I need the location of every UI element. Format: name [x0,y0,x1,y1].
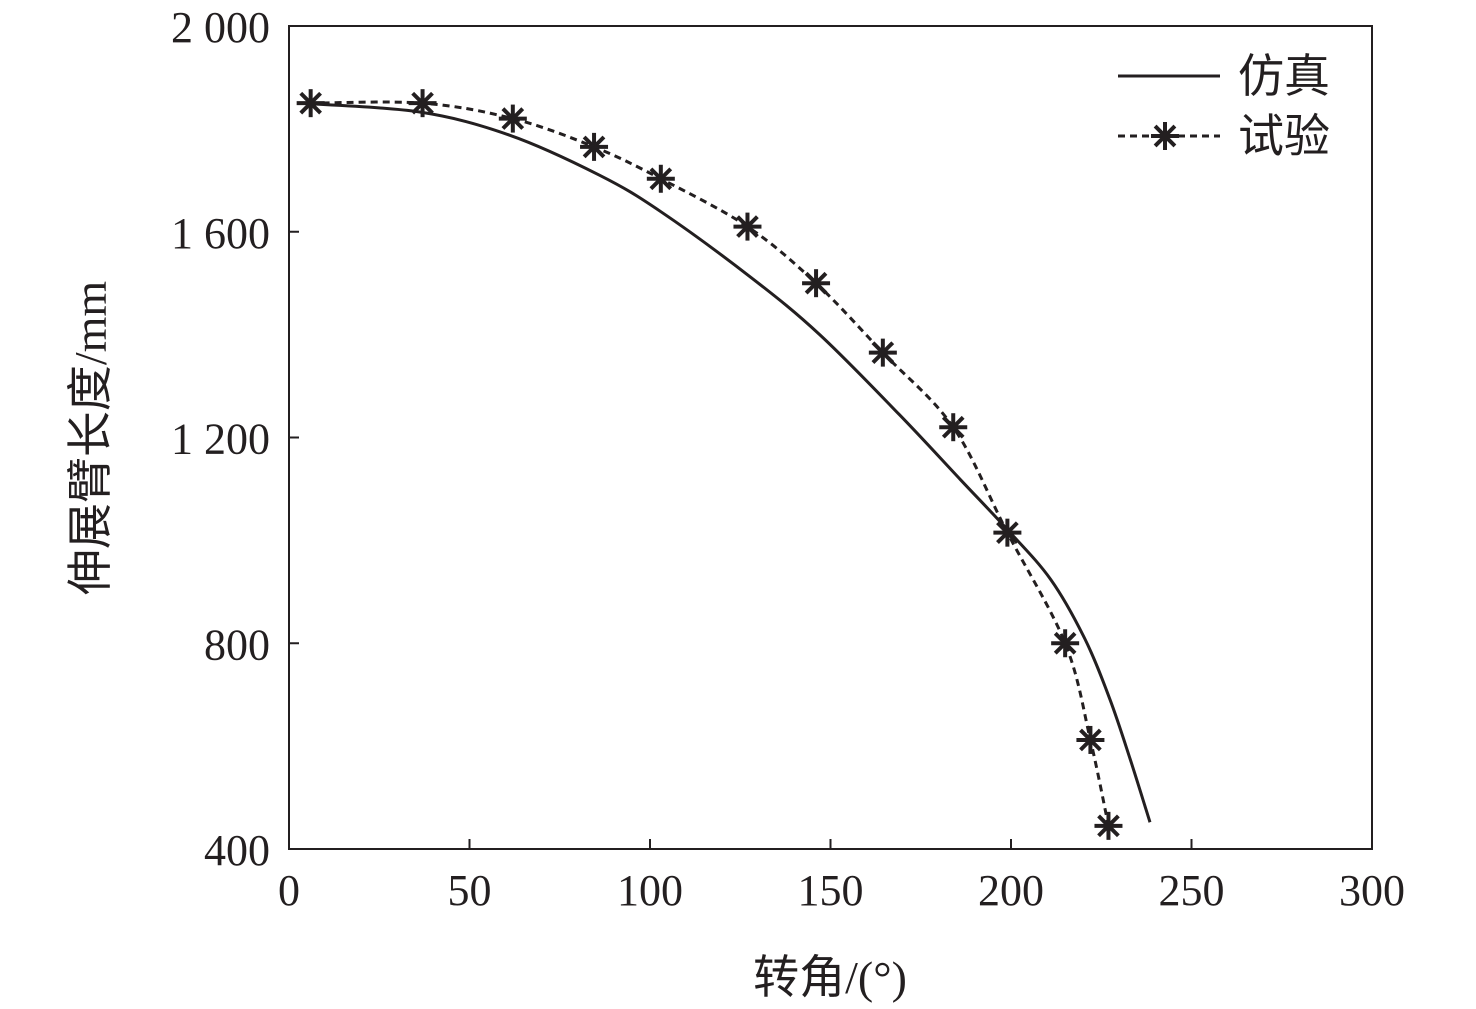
data-point-experiment [733,212,762,241]
data-point-experiment [296,89,325,118]
data-point-experiment [580,132,609,161]
data-point-experiment [993,518,1022,547]
data-point-experiment [1051,629,1080,658]
legend-label-simulation: 仿真 [1238,51,1330,102]
legend-label-experiment: 试验 [1238,111,1330,162]
legend: 仿真 试验 [1118,51,1330,162]
data-point-experiment [408,89,437,118]
data-point-experiment [1076,725,1105,754]
plot-frame [288,25,1373,850]
x-tick-label: 50 [448,866,492,915]
data-point-experiment [802,269,831,298]
x-tick-label: 250 [1159,866,1225,915]
y-tick-label: 2 000 [171,3,270,52]
x-tick-label: 150 [798,866,864,915]
x-tick-label: 300 [1339,866,1405,915]
y-tick-label: 1 200 [171,415,270,464]
data-point-experiment [939,413,968,442]
series-line-experiment [310,100,1110,827]
y-tick-label: 400 [204,826,270,875]
y-axis-label: 伸展臂长度/mm [65,281,116,596]
data-point-experiment [646,164,675,193]
x-axis-label: 转角/(°) [753,952,907,1003]
data-point-experiment [868,338,897,367]
x-tick-label: 100 [617,866,683,915]
legend-marker-experiment [1151,122,1179,150]
data-point-experiment [1094,811,1123,840]
series-line-simulation [299,101,1152,823]
x-tick-label: 200 [978,866,1044,915]
legend-asterisk-icon [1151,122,1179,150]
y-tick-label: 1 600 [171,209,270,258]
x-tick-label: 0 [278,866,300,915]
data-point-experiment [498,104,527,133]
y-tick-label: 800 [204,620,270,669]
